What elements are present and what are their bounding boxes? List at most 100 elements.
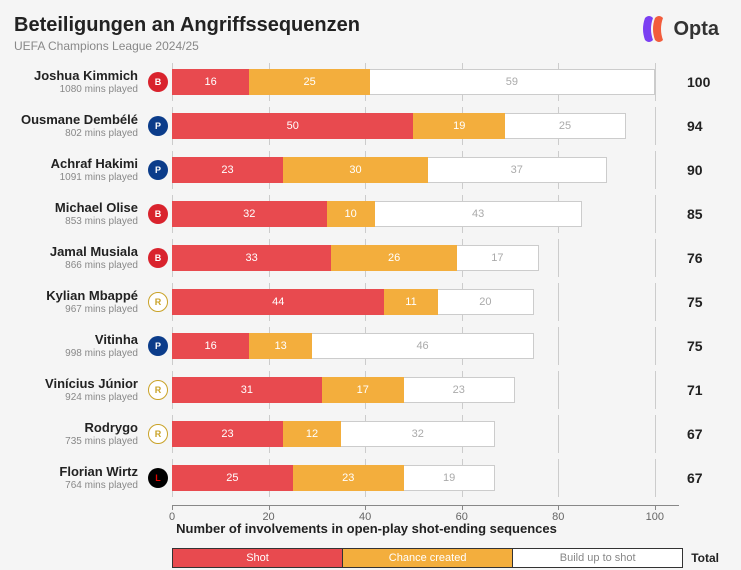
club-badge-bayern: B <box>148 204 168 224</box>
row-total: 75 <box>687 338 719 354</box>
bar-seg-shot: 16 <box>172 333 249 359</box>
player-label: Michael Olise853 mins played <box>14 201 144 226</box>
player-label: Jamal Musiala866 mins played <box>14 245 144 270</box>
bar-track-col: 233037 <box>172 151 679 189</box>
club-badge-col: R <box>144 424 172 444</box>
player-name: Joshua Kimmich <box>14 69 138 83</box>
opta-logo-text: Opta <box>673 18 719 41</box>
bar-chart: Joshua Kimmich1080 mins playedB162559100… <box>14 63 719 497</box>
bar-seg-build: 32 <box>341 421 496 447</box>
bar-seg-build: 43 <box>375 201 583 227</box>
bar-seg-build: 37 <box>428 157 607 183</box>
row-total: 76 <box>687 250 719 266</box>
club-badge-col: B <box>144 72 172 92</box>
bar-track-col: 321043 <box>172 195 679 233</box>
bar-track-col: 162559 <box>172 63 679 101</box>
player-label: Florian Wirtz764 mins played <box>14 465 144 490</box>
bar-track: 321043 <box>172 201 679 227</box>
row-total: 90 <box>687 162 719 178</box>
chart-row: Florian Wirtz764 mins playedL25231967 <box>14 459 719 497</box>
opta-logo-mark <box>641 14 667 44</box>
club-badge-realmadrid: R <box>148 292 168 312</box>
player-label: Ousmane Dembélé802 mins played <box>14 113 144 138</box>
bar-track-col: 311723 <box>172 371 679 409</box>
legend-total-label: Total <box>691 551 719 565</box>
player-name: Vinícius Júnior <box>14 377 138 391</box>
bar-seg-build: 20 <box>438 289 535 315</box>
club-badge-col: R <box>144 292 172 312</box>
bar-seg-chance: 23 <box>293 465 404 491</box>
bar-seg-chance: 30 <box>283 157 428 183</box>
chart-row: Jamal Musiala866 mins playedB332617 76 <box>14 239 719 277</box>
bar-seg-chance: 12 <box>283 421 341 447</box>
row-total: 85 <box>687 206 719 222</box>
player-mins: 998 mins played <box>14 348 138 359</box>
player-label: Kylian Mbappé967 mins played <box>14 289 144 314</box>
player-mins: 764 mins played <box>14 480 138 491</box>
title-block: Beteiligungen an Angriffssequenzen UEFA … <box>14 14 360 53</box>
player-name: Achraf Hakimi <box>14 157 138 171</box>
x-tick: 20 <box>262 511 274 523</box>
bar-track-col: 252319 <box>172 459 679 497</box>
bar-seg-shot: 16 <box>172 69 249 95</box>
x-axis: 020406080100 <box>14 495 719 515</box>
player-mins: 1091 mins played <box>14 172 138 183</box>
bar-track: 231232 <box>172 421 679 447</box>
club-badge-leverkusen: L <box>148 468 168 488</box>
bar-seg-shot: 31 <box>172 377 322 403</box>
bar-track-col: 501925 <box>172 107 679 145</box>
player-mins: 924 mins played <box>14 392 138 403</box>
x-axis-label: Number of involvements in open-play shot… <box>14 521 719 536</box>
legend-item-shot: Shot <box>173 549 342 567</box>
chart-row: Michael Olise853 mins playedB32104385 <box>14 195 719 233</box>
player-name: Florian Wirtz <box>14 465 138 479</box>
bar-track: 161346 <box>172 333 679 359</box>
club-badge-bayern: B <box>148 248 168 268</box>
club-badge-realmadrid: R <box>148 424 168 444</box>
bar-seg-build: 23 <box>404 377 515 403</box>
bar-seg-chance: 17 <box>322 377 404 403</box>
bar-track: 332617 <box>172 245 679 271</box>
bar-seg-chance: 11 <box>384 289 437 315</box>
row-total: 75 <box>687 294 719 310</box>
bar-track-col: 161346 <box>172 327 679 365</box>
bar-track: 252319 <box>172 465 679 491</box>
club-badge-col: R <box>144 380 172 400</box>
player-name: Michael Olise <box>14 201 138 215</box>
bar-track: 441120 <box>172 289 679 315</box>
player-name: Ousmane Dembélé <box>14 113 138 127</box>
club-badge-realmadrid: R <box>148 380 168 400</box>
chart-row: Rodrygo735 mins playedR23123267 <box>14 415 719 453</box>
bar-seg-build: 19 <box>404 465 496 491</box>
bar-seg-chance: 19 <box>413 113 505 139</box>
bar-seg-build: 17 <box>457 245 539 271</box>
legend-item-chance: Chance created <box>342 549 512 567</box>
bar-seg-chance: 10 <box>327 201 375 227</box>
bar-seg-shot: 25 <box>172 465 293 491</box>
club-badge-col: B <box>144 248 172 268</box>
bar-seg-build: 59 <box>370 69 655 95</box>
player-label: Vinícius Júnior924 mins played <box>14 377 144 402</box>
row-total: 71 <box>687 382 719 398</box>
club-badge-col: P <box>144 336 172 356</box>
bar-seg-build: 46 <box>312 333 534 359</box>
club-badge-psg: P <box>148 336 168 356</box>
club-badge-col: P <box>144 116 172 136</box>
chart-row: Achraf Hakimi1091 mins played P233037 90 <box>14 151 719 189</box>
club-badge-psg: P <box>148 160 168 180</box>
chart-header: Beteiligungen an Angriffssequenzen UEFA … <box>14 14 719 53</box>
club-badge-bayern: B <box>148 72 168 92</box>
x-tick: 40 <box>359 511 371 523</box>
row-total: 67 <box>687 426 719 442</box>
bar-track: 501925 <box>172 113 679 139</box>
player-mins: 735 mins played <box>14 436 138 447</box>
bar-seg-shot: 44 <box>172 289 384 315</box>
chart-subtitle: UEFA Champions League 2024/25 <box>14 39 360 53</box>
legend: ShotChance createdBuild up to shot Total <box>14 546 719 570</box>
player-mins: 853 mins played <box>14 216 138 227</box>
bar-seg-chance: 26 <box>331 245 457 271</box>
bar-track-col: 332617 <box>172 239 679 277</box>
chart-title: Beteiligungen an Angriffssequenzen <box>14 14 360 37</box>
player-name: Jamal Musiala <box>14 245 138 259</box>
x-tick: 0 <box>169 511 175 523</box>
